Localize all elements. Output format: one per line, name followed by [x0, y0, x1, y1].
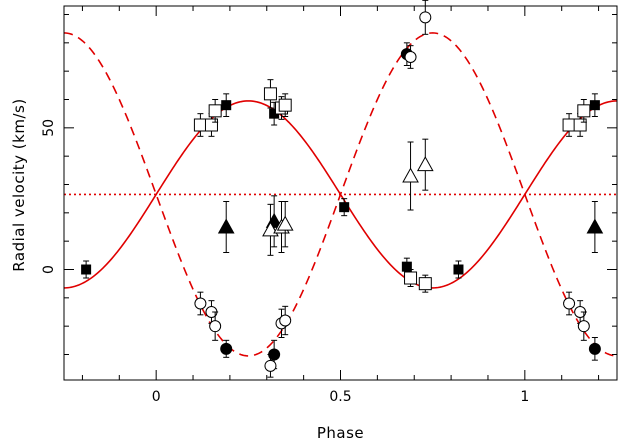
open-square-point	[404, 269, 418, 287]
square-marker	[263, 87, 277, 101]
triangle-marker	[402, 167, 419, 183]
triangle-marker	[586, 218, 604, 234]
open-circle-point	[577, 311, 590, 341]
open-triangle-point	[402, 141, 419, 211]
circle-marker	[588, 342, 601, 355]
circle-marker	[279, 314, 292, 327]
data-points	[81, 0, 604, 378]
square-marker	[401, 261, 412, 272]
filled-circle-point	[588, 337, 601, 361]
axis-ticks	[64, 6, 617, 380]
open-triangle-point	[416, 138, 434, 191]
open-circle-point	[194, 291, 207, 316]
square-marker	[577, 104, 591, 118]
circle-marker	[209, 320, 222, 333]
y-tick-label: 50	[41, 119, 57, 137]
open-square-point	[208, 99, 222, 123]
square-marker	[589, 100, 600, 111]
filled-triangle-point	[586, 201, 604, 253]
filled-square-point	[221, 93, 232, 117]
filled-triangle-point	[217, 201, 235, 253]
triangle-marker	[217, 218, 235, 234]
open-square-point	[562, 113, 576, 137]
circle-marker	[577, 320, 590, 333]
open-circle-point	[264, 354, 277, 378]
circle-marker	[563, 297, 576, 310]
open-circle-point	[419, 0, 432, 35]
y-tick-label: 0	[41, 265, 57, 274]
open-square-point	[193, 113, 207, 137]
x-tick-label: 0	[152, 389, 161, 405]
open-circle-point	[404, 45, 417, 69]
triangle-marker	[276, 215, 294, 231]
square-marker	[418, 277, 432, 291]
filled-triangle-point	[265, 195, 283, 248]
open-circle-point	[279, 305, 292, 336]
square-marker	[339, 202, 350, 213]
square-marker	[221, 100, 232, 111]
square-marker	[562, 118, 576, 132]
square-marker	[404, 271, 418, 285]
x-tick-label: 0.5	[329, 389, 351, 405]
square-marker	[573, 118, 587, 132]
x-tick-label: 1	[520, 389, 529, 405]
square-marker	[193, 118, 207, 132]
square-marker	[278, 98, 292, 112]
circle-marker	[264, 359, 277, 372]
square-marker	[204, 118, 218, 132]
open-square-point	[278, 93, 292, 117]
circle-marker	[220, 342, 233, 355]
open-circle-point	[563, 291, 576, 316]
square-marker	[453, 264, 464, 275]
tick-labels: 0 0.5 1 0 50	[41, 119, 529, 405]
open-square-point	[418, 274, 432, 293]
open-circle-point	[209, 311, 222, 341]
filled-square-point	[589, 93, 600, 117]
circle-marker	[404, 51, 417, 63]
circle-marker	[419, 11, 432, 24]
open-triangle-point	[276, 201, 294, 248]
x-axis-label: Phase	[317, 424, 364, 442]
open-square-point	[263, 79, 277, 109]
filled-square-point	[339, 198, 350, 217]
y-axis-label: Radial velocity (km/s)	[10, 98, 28, 271]
square-marker	[81, 264, 92, 275]
triangle-marker	[416, 156, 434, 172]
filled-square-point	[81, 260, 92, 279]
filled-square-point	[453, 260, 464, 279]
model-curves	[64, 32, 617, 357]
filled-circle-point	[220, 339, 233, 358]
open-square-point	[577, 99, 591, 123]
square-marker	[208, 104, 222, 118]
circle-marker	[194, 297, 207, 310]
